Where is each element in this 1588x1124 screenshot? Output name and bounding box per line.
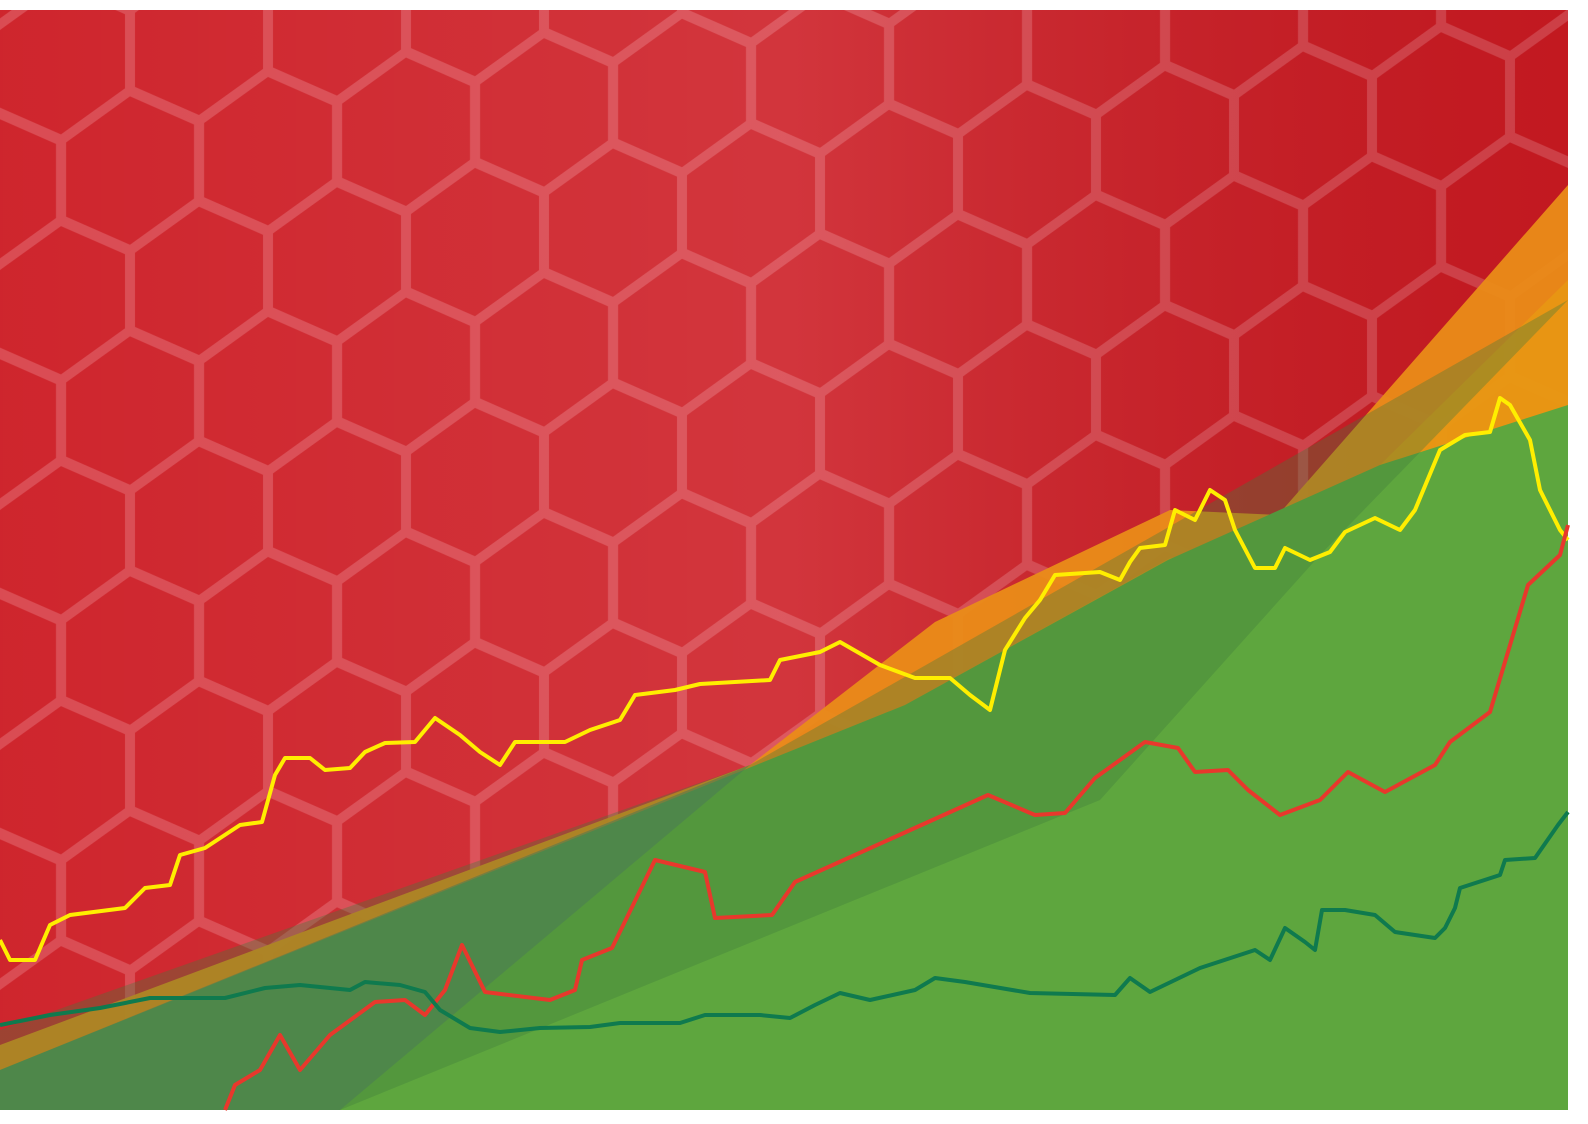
yellow-line <box>0 396 1570 962</box>
shadow-wedge <box>0 765 750 1110</box>
dark-green-line <box>0 810 1570 1034</box>
dark-overlay <box>0 300 1568 1110</box>
red-line <box>223 524 1570 1111</box>
